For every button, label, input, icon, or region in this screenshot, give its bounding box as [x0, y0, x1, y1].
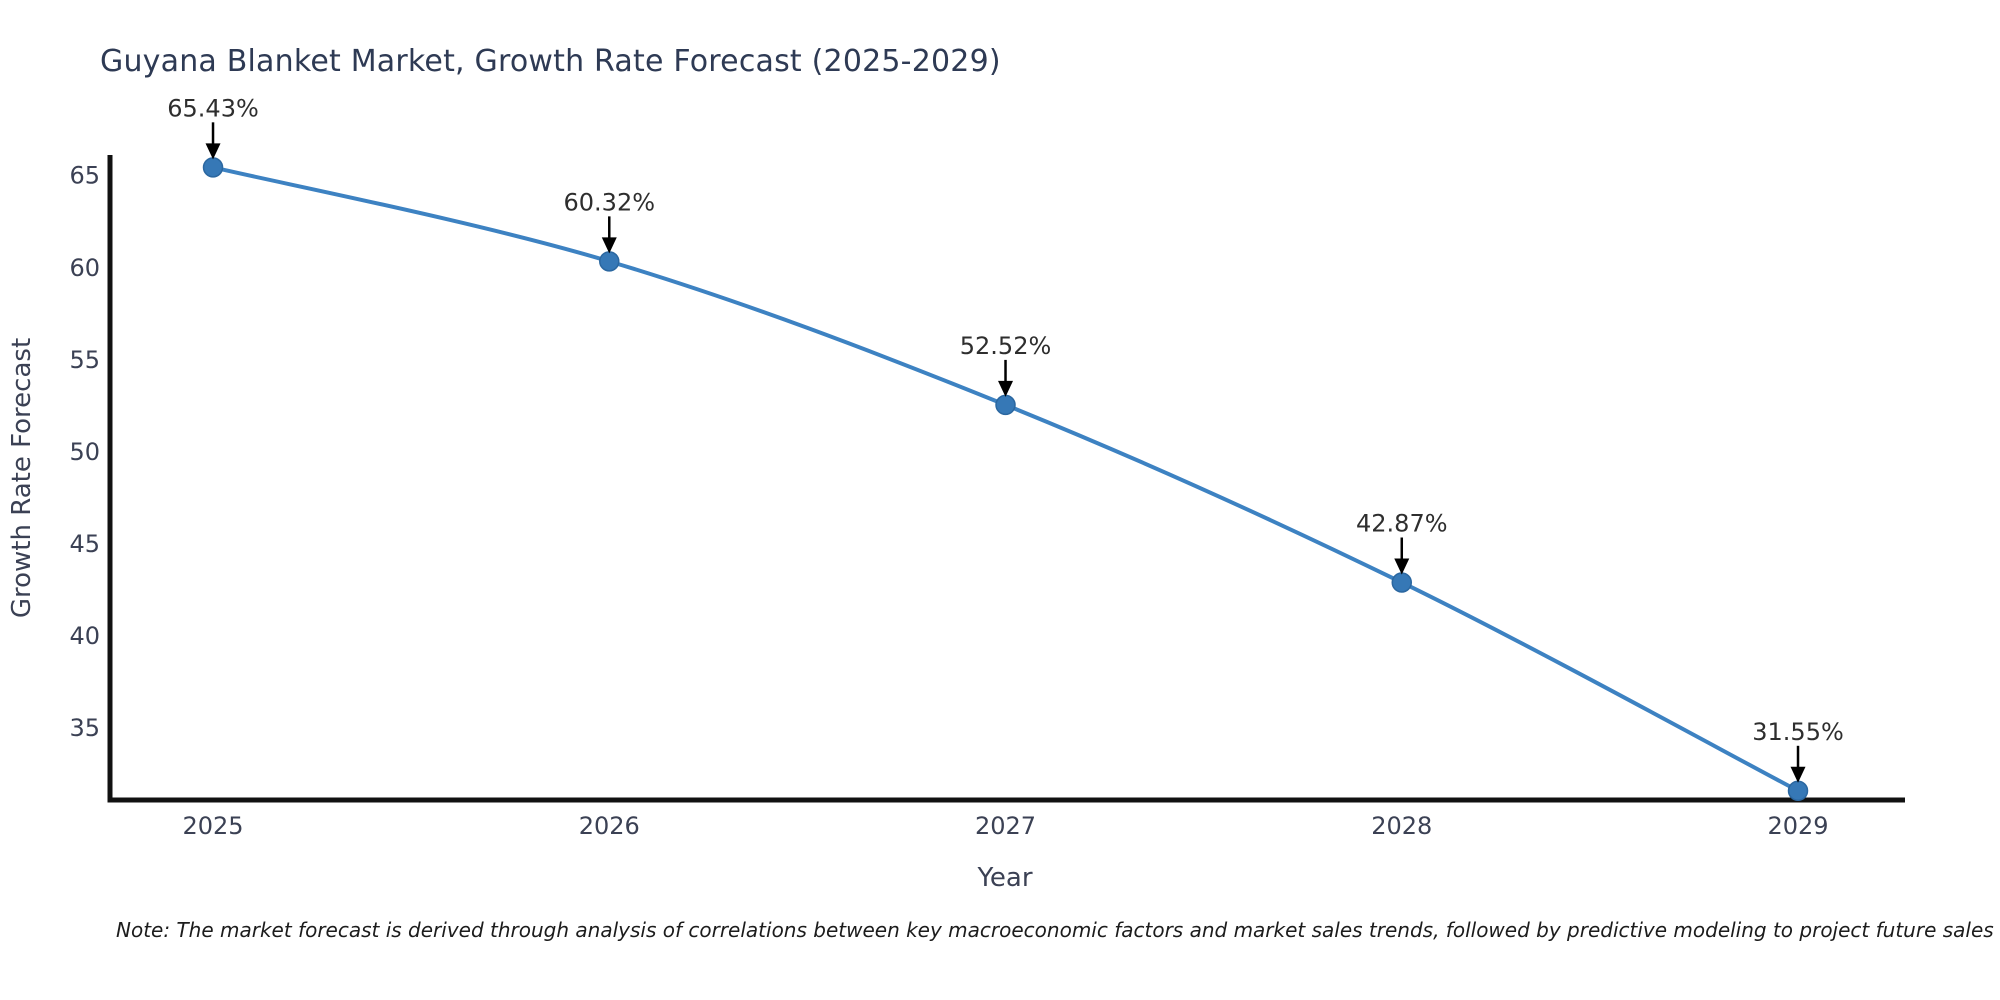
x-axis-title: Year: [976, 863, 1032, 893]
x-tick-label: 2027: [975, 812, 1036, 840]
annotation-label: 60.32%: [564, 188, 656, 216]
y-tick-label: 55: [69, 346, 100, 374]
annotation-arrow-head: [205, 143, 221, 160]
x-tick-label: 2025: [182, 812, 243, 840]
y-axis-ticks: 35 40 45 50 55 60 65: [69, 162, 100, 742]
annotation-arrow-head: [1394, 558, 1410, 575]
footnote: Note: The market forecast is derived thr…: [116, 918, 1994, 942]
data-point-marker: [599, 251, 620, 272]
y-tick-label: 35: [69, 714, 100, 742]
annotation-label: 65.43%: [167, 94, 259, 122]
annotation-label: 42.87%: [1356, 509, 1448, 537]
y-axis-title: Growth Rate Forecast: [7, 338, 37, 618]
y-tick-label: 50: [69, 438, 100, 466]
x-tick-label: 2028: [1371, 812, 1432, 840]
chart-title: Guyana Blanket Market, Growth Rate Forec…: [100, 44, 1001, 79]
y-tick-label: 65: [69, 162, 100, 190]
point-annotations: 65.43% 60.32% 52.52% 42.87% 31.55%: [167, 94, 1844, 783]
x-axis-ticks: 2025 2026 2027 2028 2029: [182, 812, 1828, 840]
annotation-arrow-head: [998, 380, 1014, 397]
data-point-marker: [995, 394, 1016, 416]
y-tick-label: 60: [69, 254, 100, 282]
x-tick-label: 2029: [1767, 812, 1828, 840]
axes-spines: [107, 155, 1905, 803]
trend-line: [211, 165, 1801, 793]
x-tick-label: 2026: [579, 812, 640, 840]
annotation-arrow-head: [1790, 766, 1806, 783]
y-tick-label: 40: [69, 622, 100, 650]
annotation-arrow-head: [601, 237, 617, 254]
data-point-marker: [1787, 780, 1809, 802]
annotation-label: 52.52%: [960, 332, 1052, 360]
y-tick-label: 45: [69, 530, 100, 558]
annotation-label: 31.55%: [1752, 718, 1844, 746]
data-point-marker: [202, 157, 224, 178]
trend-line-series: [202, 157, 1809, 802]
data-point-marker: [1391, 572, 1413, 593]
